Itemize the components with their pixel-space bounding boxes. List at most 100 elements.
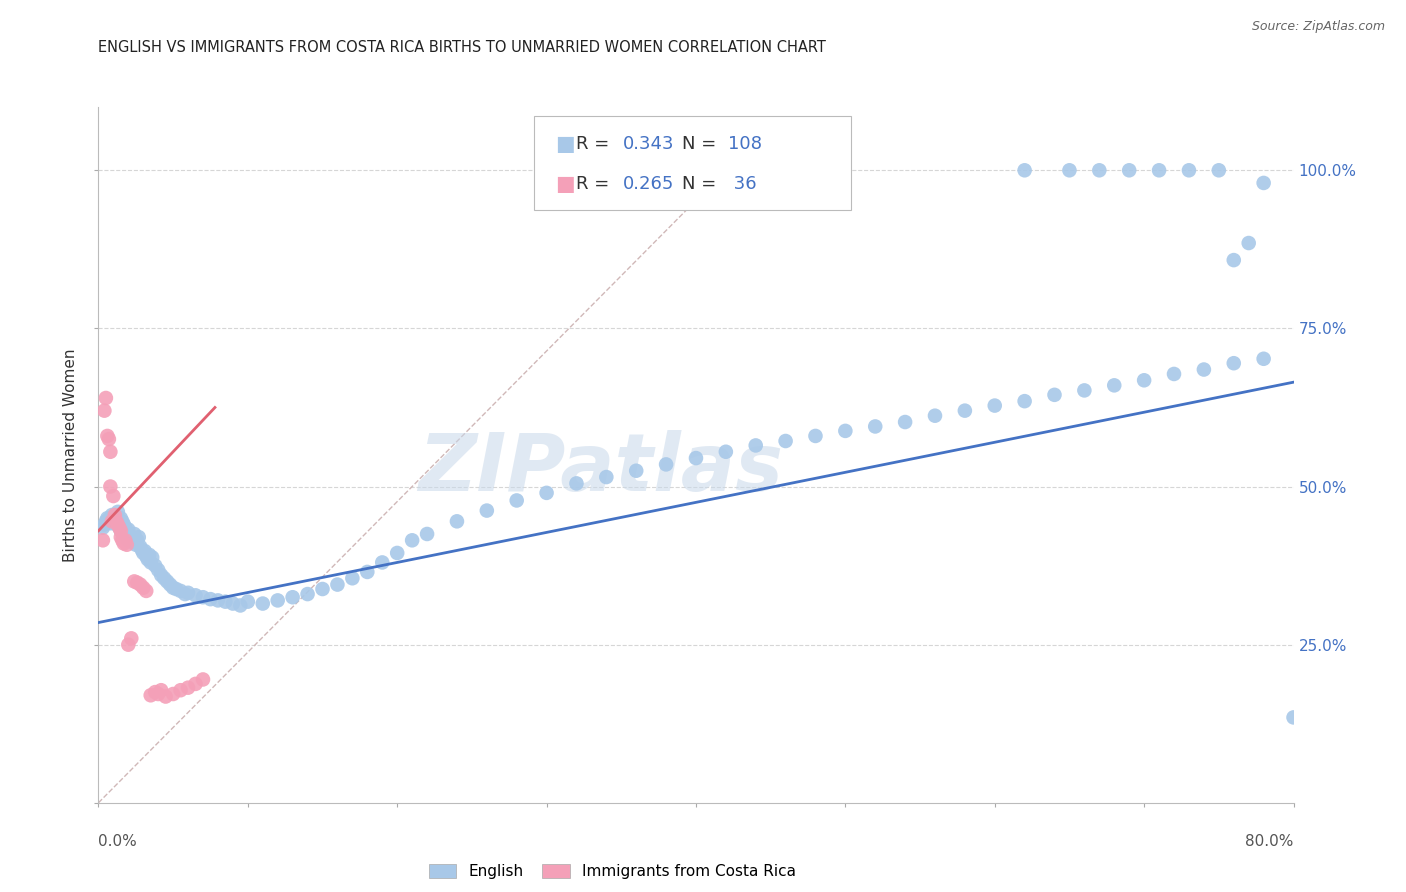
Point xyxy=(207,593,229,607)
Point xyxy=(107,518,129,533)
Point xyxy=(1178,163,1201,178)
Point xyxy=(110,524,132,538)
Point xyxy=(356,565,378,579)
Point xyxy=(184,588,207,602)
Point xyxy=(135,549,157,563)
Point xyxy=(1043,388,1066,402)
Point xyxy=(200,592,222,607)
Point xyxy=(1014,163,1036,178)
Point xyxy=(416,527,439,541)
Point xyxy=(124,574,146,589)
Point xyxy=(506,493,529,508)
Text: R =: R = xyxy=(576,136,616,153)
Point xyxy=(169,583,191,598)
Point xyxy=(110,530,132,544)
Point xyxy=(129,540,152,554)
Point xyxy=(91,533,114,548)
Point xyxy=(159,577,181,591)
Point xyxy=(371,556,394,570)
Point xyxy=(91,521,114,535)
Point xyxy=(169,683,191,698)
Point xyxy=(97,432,120,446)
Point xyxy=(141,550,163,565)
Point xyxy=(108,514,131,528)
Text: 80.0%: 80.0% xyxy=(1246,834,1294,849)
Point xyxy=(111,514,134,528)
Point xyxy=(96,511,118,525)
Point xyxy=(775,434,797,448)
Text: Source: ZipAtlas.com: Source: ZipAtlas.com xyxy=(1251,20,1385,33)
Point xyxy=(1282,710,1305,724)
Point xyxy=(100,444,122,458)
Point xyxy=(114,533,136,548)
Point xyxy=(326,577,349,591)
Point xyxy=(112,517,135,532)
Point xyxy=(132,581,155,595)
Point xyxy=(297,587,319,601)
Point xyxy=(112,527,135,541)
Point xyxy=(446,514,468,528)
Point xyxy=(127,575,149,590)
Point xyxy=(1253,351,1275,366)
Point xyxy=(1059,163,1081,178)
Point xyxy=(1118,163,1140,178)
Point xyxy=(177,586,200,600)
Point xyxy=(162,687,184,701)
Point xyxy=(595,470,617,484)
Point xyxy=(139,688,162,702)
Point xyxy=(236,595,259,609)
Point xyxy=(1237,235,1260,250)
Point xyxy=(134,544,156,558)
Point xyxy=(536,486,558,500)
Point xyxy=(94,514,117,528)
Point xyxy=(953,403,976,417)
Point xyxy=(385,546,409,560)
Point xyxy=(129,577,152,591)
Point xyxy=(834,424,856,438)
Point xyxy=(924,409,946,423)
Point xyxy=(1088,163,1111,178)
Point xyxy=(1208,163,1230,178)
Point xyxy=(105,514,128,528)
Text: ZIPatlas: ZIPatlas xyxy=(418,430,783,508)
Text: ■: ■ xyxy=(555,134,575,154)
Point xyxy=(105,515,128,529)
Point xyxy=(655,458,678,472)
Point xyxy=(131,542,153,557)
Text: 0.343: 0.343 xyxy=(623,136,675,153)
Point xyxy=(401,533,423,548)
Point xyxy=(103,489,125,503)
Point xyxy=(1104,378,1126,392)
Point xyxy=(93,403,115,417)
Point xyxy=(120,632,142,646)
Point xyxy=(150,568,173,582)
Point xyxy=(475,503,498,517)
Point xyxy=(111,533,134,548)
Point xyxy=(114,521,136,535)
Point xyxy=(117,523,139,537)
Point xyxy=(1163,367,1185,381)
Point xyxy=(104,509,127,524)
Point xyxy=(685,451,707,466)
Text: R =: R = xyxy=(576,175,616,193)
Point xyxy=(107,505,129,519)
Legend: English, Immigrants from Costa Rica: English, Immigrants from Costa Rica xyxy=(423,858,801,886)
Point xyxy=(150,683,173,698)
Text: 108: 108 xyxy=(728,136,762,153)
Point xyxy=(714,444,737,458)
Point xyxy=(117,533,139,548)
Point xyxy=(103,512,125,526)
Point xyxy=(214,595,236,609)
Point xyxy=(184,677,207,691)
Point xyxy=(110,511,132,525)
Point xyxy=(745,438,768,452)
Point xyxy=(191,591,214,605)
Point xyxy=(115,538,138,552)
Point xyxy=(565,476,588,491)
Point xyxy=(1223,253,1246,268)
Point xyxy=(132,546,155,560)
Point xyxy=(1073,384,1095,398)
Point xyxy=(112,536,135,550)
Point xyxy=(100,516,122,531)
Point xyxy=(138,548,160,562)
